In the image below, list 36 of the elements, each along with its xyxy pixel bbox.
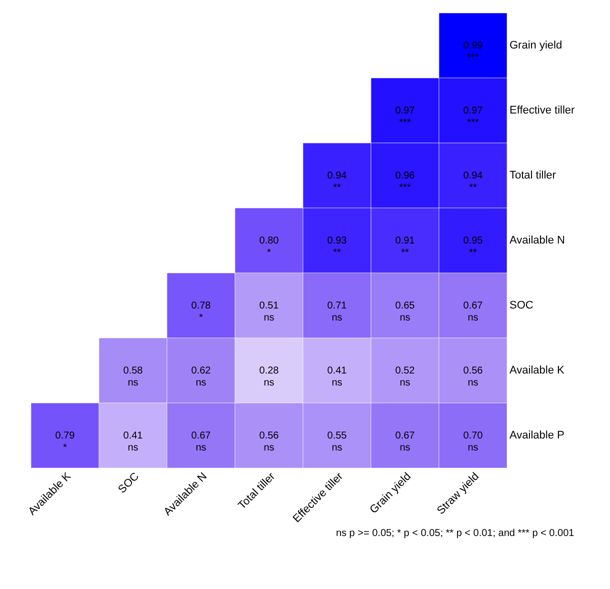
y-tick-label: SOC <box>510 300 534 312</box>
data-label: 0.94 ** <box>327 170 348 194</box>
data-label: 0.99 *** <box>463 40 484 64</box>
data-label: 0.94 ** <box>463 170 484 194</box>
data-label: 0.58 ns <box>123 366 144 388</box>
y-tick-label: Effective tiller <box>510 104 576 116</box>
data-label: 0.62 ns <box>191 366 212 388</box>
data-label: 0.67 ns <box>463 300 484 324</box>
data-label: 0.51 ns <box>259 300 280 324</box>
data-label: 0.91 ** <box>395 236 416 258</box>
data-label: 0.95 ** <box>463 236 484 258</box>
data-label: 0.67 ns <box>191 430 212 454</box>
data-label: 0.97 *** <box>395 106 416 128</box>
data-label: 0.78 * <box>191 300 212 324</box>
data-label: 0.93 ** <box>327 236 348 258</box>
data-label: 0.65 ns <box>395 300 416 324</box>
y-tick-label: Available K <box>510 364 565 376</box>
data-label: 0.71 ns <box>327 300 348 324</box>
data-label: 0.97 *** <box>463 106 484 128</box>
y-tick-label: Grain yield <box>510 40 562 52</box>
y-tick-label: Available P <box>510 430 564 442</box>
data-label: 0.80 * <box>259 236 280 258</box>
data-label: 0.52 ns <box>395 366 416 388</box>
data-label: 0.41 ns <box>327 366 348 388</box>
data-label: 0.56 ns <box>259 430 280 454</box>
data-label: 0.70 ns <box>463 430 484 454</box>
data-label: 0.41 ns <box>123 430 144 454</box>
data-label: 0.96 *** <box>395 170 416 194</box>
data-label: 0.79 * <box>55 430 76 454</box>
text: ns p >= 0.05; * p < 0.05; ** p < 0.01; and *** p < 0.001 <box>336 528 575 539</box>
data-label: 0.55 ns <box>327 430 348 454</box>
y-tick-label: Available N <box>510 234 565 246</box>
data-label: 0.28 ns <box>259 366 280 388</box>
data-label: 0.56 ns <box>463 366 484 388</box>
y-tick-label: Total tiller <box>510 170 556 182</box>
data-label: 0.67 ns <box>395 430 416 454</box>
